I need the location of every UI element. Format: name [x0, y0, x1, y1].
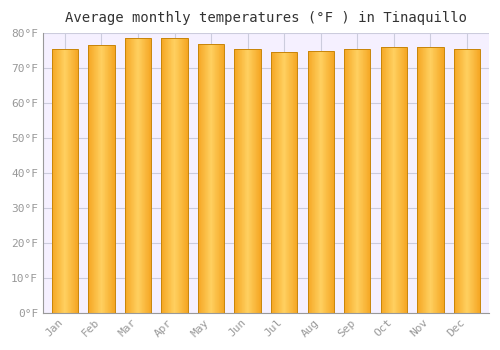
Bar: [234, 49, 261, 313]
Bar: [308, 51, 334, 313]
Bar: [52, 49, 78, 313]
Bar: [454, 49, 480, 313]
Bar: [417, 47, 444, 313]
Bar: [125, 38, 151, 313]
Bar: [271, 52, 297, 313]
Bar: [88, 46, 115, 313]
Bar: [380, 47, 407, 313]
Title: Average monthly temperatures (°F ) in Tinaquillo: Average monthly temperatures (°F ) in Ti…: [65, 11, 467, 25]
Bar: [198, 44, 224, 313]
Bar: [344, 49, 370, 313]
Bar: [162, 38, 188, 313]
